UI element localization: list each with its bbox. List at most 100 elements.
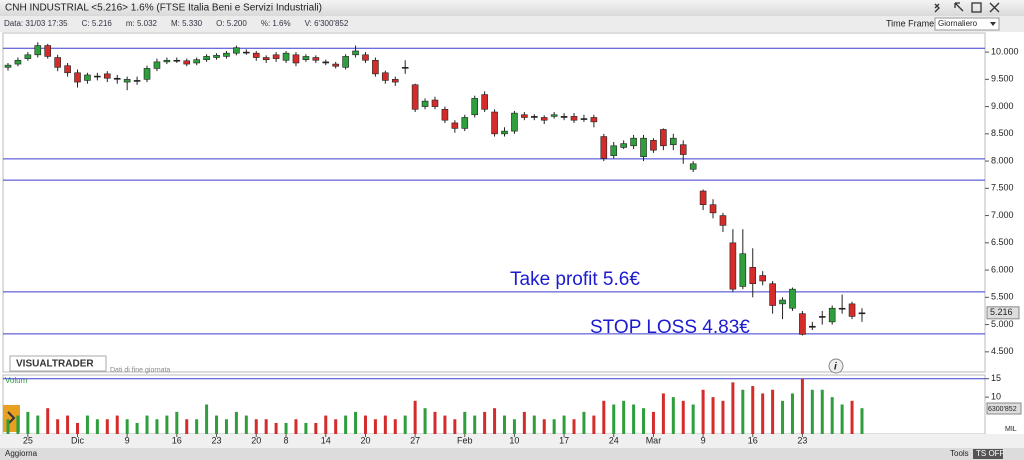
info-field: V: 6'300'852 — [305, 19, 349, 28]
volume-tick-label: 15 — [991, 373, 1001, 383]
candle-body — [203, 56, 210, 61]
candle-body — [4, 64, 12, 68]
dropdown-arrow[interactable] — [990, 22, 996, 26]
candle-body — [858, 312, 866, 315]
candle-body — [471, 98, 479, 116]
x-tick-label: 16 — [748, 435, 758, 445]
candle-body — [511, 112, 518, 132]
y-tick-label: 4.500 — [991, 346, 1014, 356]
x-tick-label: 24 — [609, 435, 619, 445]
volume-bar — [334, 419, 338, 434]
volume-bar — [244, 415, 248, 434]
y-tick-label: 7.500 — [991, 183, 1014, 193]
volume-bar — [304, 422, 308, 434]
y-tick-label: 9.000 — [991, 101, 1014, 111]
x-axis-strip — [0, 434, 1024, 448]
time-frame-select[interactable] — [934, 17, 1000, 31]
candle-body — [401, 67, 409, 69]
volume-bar — [85, 415, 89, 434]
window-icons[interactable] — [934, 2, 1000, 13]
y-tick-label: 7.000 — [991, 210, 1014, 220]
volume-bar — [6, 419, 10, 434]
candle-body — [272, 54, 280, 59]
volume-bar — [354, 411, 358, 434]
volume-bar — [741, 389, 745, 434]
volume-bar — [264, 419, 268, 434]
candle-body — [233, 47, 240, 54]
volume-last-label: 6300'852 — [988, 406, 1017, 413]
x-tick-label: 16 — [172, 435, 182, 445]
x-tick-label: 20 — [360, 435, 370, 445]
x-tick-label: 23 — [797, 435, 807, 445]
candle-body — [759, 275, 766, 282]
candle-body — [322, 61, 330, 64]
volume-bar — [66, 415, 70, 434]
candle-body — [352, 50, 359, 56]
logo: VISUALTRADER — [16, 359, 94, 370]
candle-body — [809, 325, 816, 328]
candle-body — [550, 114, 558, 117]
tools-button[interactable]: Tools — [950, 449, 969, 458]
ts-button-box[interactable] — [973, 449, 1003, 459]
y-tick-label: 6.000 — [991, 264, 1014, 274]
volume-bar — [542, 419, 546, 434]
info-icon-glyph[interactable]: i — [834, 362, 837, 373]
candle-body — [391, 79, 399, 83]
volume-bar — [125, 419, 129, 434]
icon-close[interactable] — [989, 2, 1000, 13]
candle-body — [818, 316, 826, 318]
info-field: %: 1.6% — [261, 19, 291, 28]
time-frame-value[interactable]: Giornaliero — [938, 19, 978, 28]
volume-bar — [582, 411, 586, 434]
ts-button[interactable]: TS OFF — [976, 449, 1005, 458]
volume-bar — [215, 415, 219, 434]
candle-body — [64, 65, 71, 74]
volume-bar — [314, 422, 318, 434]
collapse-arrow[interactable] — [7, 411, 16, 425]
candle-body — [521, 114, 528, 118]
info-row: Data: 31/03 17:35 C: 5.216 m: 5.032 M: 5.33… — [4, 19, 349, 28]
volume-bar — [602, 400, 606, 434]
candle-body — [610, 145, 618, 156]
icon-nav[interactable] — [934, 3, 940, 13]
volume-bar — [284, 422, 288, 434]
candle-body — [243, 51, 250, 54]
candle-body — [620, 143, 627, 148]
volume-bar — [562, 415, 566, 434]
volume-bar — [36, 415, 40, 434]
x-tick-label: 27 — [410, 435, 420, 445]
candle-body — [441, 109, 449, 121]
info-icon[interactable] — [828, 358, 844, 374]
volume-last-box — [986, 402, 1022, 415]
candle-body — [530, 116, 538, 118]
icon-restore[interactable] — [971, 2, 982, 13]
candle-body — [481, 94, 488, 110]
x-tick-label: Mar — [646, 435, 662, 445]
y-tick-label: 8.000 — [991, 155, 1014, 165]
volume-bar — [145, 415, 149, 434]
candle-body — [34, 45, 42, 56]
refresh-button[interactable]: Aggiorna — [5, 449, 38, 458]
volume-bar — [800, 378, 804, 434]
volume-bar — [691, 404, 695, 434]
icon-arrow[interactable] — [954, 2, 964, 12]
volume-bar — [612, 404, 616, 434]
volume-bar — [592, 415, 596, 434]
candle-body — [640, 137, 647, 158]
volume-bar — [651, 411, 655, 434]
candle-body — [213, 55, 220, 58]
volume-bar — [274, 422, 278, 434]
candle-body — [660, 129, 667, 147]
candle-body — [451, 122, 459, 129]
candle-body — [789, 288, 796, 309]
candle-body — [431, 99, 439, 107]
x-tick-label: 20 — [251, 435, 261, 445]
candle-body — [848, 303, 856, 317]
candle-body — [302, 56, 310, 61]
candle-body — [630, 137, 637, 147]
info-field: O: 5.200 — [216, 19, 247, 28]
logo-box — [9, 355, 107, 372]
volume-bar — [463, 411, 467, 434]
candle-body — [332, 63, 339, 67]
